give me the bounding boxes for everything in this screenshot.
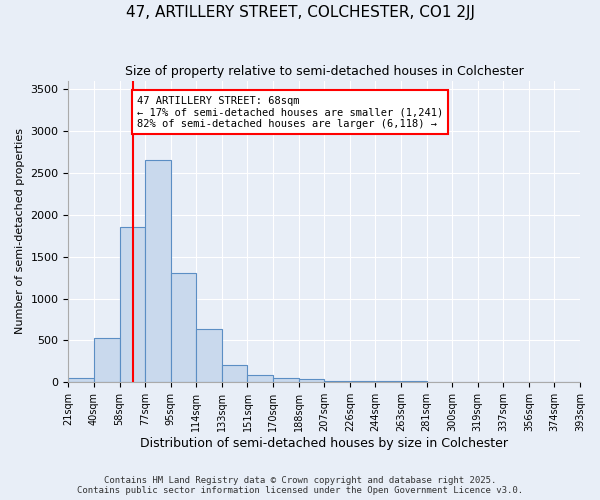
Bar	[376, 380, 401, 382]
Title: Size of property relative to semi-detached houses in Colchester: Size of property relative to semi-detach…	[125, 65, 524, 78]
Bar	[196, 328, 222, 382]
Text: 47, ARTILLERY STREET, COLCHESTER, CO1 2JJ: 47, ARTILLERY STREET, COLCHESTER, CO1 2J…	[125, 5, 475, 20]
Bar	[94, 338, 119, 382]
Bar	[350, 380, 376, 382]
Y-axis label: Number of semi-detached properties: Number of semi-detached properties	[15, 128, 25, 334]
Bar	[401, 381, 427, 382]
X-axis label: Distribution of semi-detached houses by size in Colchester: Distribution of semi-detached houses by …	[140, 437, 508, 450]
Bar	[324, 380, 350, 382]
Text: Contains HM Land Registry data © Crown copyright and database right 2025.
Contai: Contains HM Land Registry data © Crown c…	[77, 476, 523, 495]
Bar	[247, 375, 273, 382]
Bar	[171, 272, 196, 382]
Bar	[273, 378, 299, 382]
Bar	[145, 160, 171, 382]
Text: 47 ARTILLERY STREET: 68sqm
← 17% of semi-detached houses are smaller (1,241)
82%: 47 ARTILLERY STREET: 68sqm ← 17% of semi…	[137, 96, 443, 129]
Bar	[119, 228, 145, 382]
Bar	[222, 365, 247, 382]
Bar	[68, 378, 94, 382]
Bar	[299, 380, 324, 382]
